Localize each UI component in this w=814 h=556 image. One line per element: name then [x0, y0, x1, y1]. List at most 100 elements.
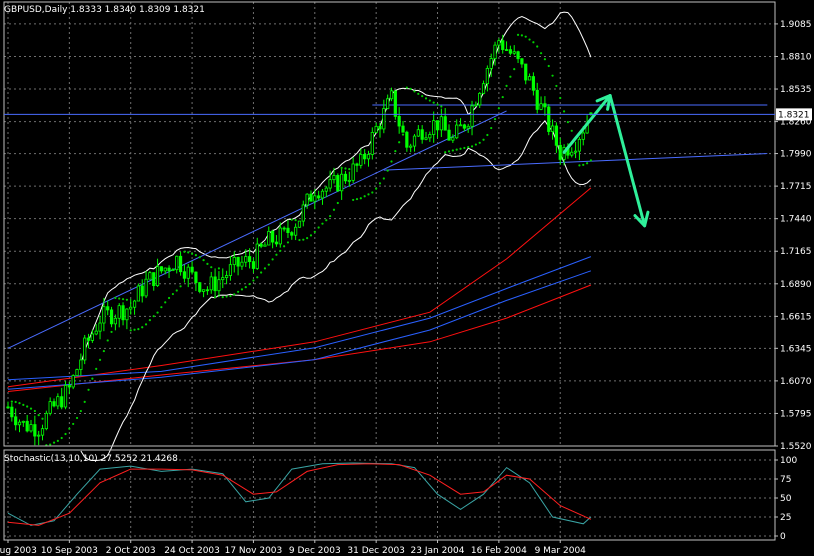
- candle-body: [485, 68, 489, 85]
- candle-body: [489, 58, 493, 69]
- moving-average-0: [7, 187, 592, 388]
- sar-dot: [306, 237, 309, 240]
- candle: [485, 65, 489, 92]
- sar-dot: [202, 259, 205, 262]
- stochastic-grid: [4, 456, 775, 540]
- candle: [374, 122, 378, 134]
- candle-body: [213, 276, 217, 292]
- candle: [163, 267, 167, 275]
- sar-dot: [198, 256, 201, 259]
- candle: [60, 387, 64, 410]
- candle: [83, 334, 87, 365]
- candle: [98, 315, 102, 340]
- sar-dot: [520, 34, 523, 37]
- sar-dot: [217, 267, 221, 270]
- candle-body: [363, 153, 367, 160]
- sar-dot: [432, 101, 435, 104]
- candle: [447, 124, 451, 141]
- candle-body: [278, 227, 282, 245]
- sar-dot: [547, 64, 550, 68]
- sar-dot: [478, 141, 481, 144]
- candle: [94, 324, 98, 336]
- candle: [512, 45, 516, 56]
- candle: [432, 111, 436, 143]
- candle: [420, 125, 424, 144]
- stochastic-title: Stochastic(13,10,10) 27.5252 21.4268: [4, 454, 178, 464]
- y-tick-label: 1.5520: [780, 442, 812, 452]
- sar-dot: [98, 358, 102, 362]
- sar-dot: [424, 97, 428, 100]
- sar-dot: [240, 288, 244, 291]
- sar-dot: [348, 168, 351, 171]
- sar-dot: [137, 327, 140, 331]
- candle: [478, 91, 482, 109]
- candle-body: [378, 125, 382, 130]
- candle-body: [389, 90, 394, 100]
- sar-dot: [87, 388, 90, 391]
- candle: [370, 127, 374, 160]
- candle-body: [190, 266, 194, 273]
- candle: [504, 41, 509, 51]
- candle-body: [271, 230, 275, 243]
- sar-dot: [164, 301, 167, 304]
- sar-dot: [401, 133, 405, 136]
- sar-dot: [421, 95, 424, 98]
- sar-dot: [72, 422, 75, 426]
- candle-body: [144, 278, 148, 297]
- sar-dot: [436, 103, 439, 106]
- candle-body: [140, 285, 144, 297]
- candle-body: [71, 375, 75, 388]
- x-tick-label: 2 Oct 2003: [106, 546, 156, 556]
- sar-dot: [171, 292, 175, 296]
- sar-dot: [129, 329, 132, 332]
- sar-dot: [444, 151, 447, 154]
- candle-body: [439, 116, 443, 131]
- candle-body: [182, 271, 187, 279]
- candle-body: [516, 51, 520, 60]
- sar-dot: [290, 218, 293, 221]
- candle: [520, 58, 524, 68]
- sar-dot: [589, 159, 593, 162]
- candle-body: [393, 90, 397, 117]
- candle-body: [67, 385, 71, 388]
- y-tick-label: 1.6890: [780, 280, 812, 290]
- candle: [409, 143, 413, 153]
- sar-dot: [91, 377, 94, 380]
- sar-dot: [275, 253, 278, 256]
- candle: [412, 134, 417, 152]
- candle: [393, 90, 397, 120]
- candle: [382, 99, 386, 134]
- sar-dot: [18, 402, 21, 405]
- candle: [201, 289, 206, 298]
- candle-body: [232, 256, 236, 266]
- sar-dot: [237, 290, 240, 293]
- sar-dot: [302, 238, 305, 241]
- sar-dot: [156, 311, 159, 314]
- candle: [213, 268, 217, 297]
- y-tick-label: 1.7440: [780, 215, 812, 225]
- candle: [117, 303, 121, 328]
- candle-body: [40, 428, 45, 436]
- sar-dot: [102, 349, 105, 353]
- candle-body: [44, 412, 48, 430]
- candle-body: [366, 154, 371, 160]
- candle: [194, 271, 198, 291]
- candle: [205, 286, 210, 295]
- sar-dot: [152, 315, 155, 318]
- candle-body: [539, 103, 543, 110]
- candle-body: [109, 309, 114, 325]
- candle: [140, 279, 144, 303]
- sar-dot: [470, 145, 474, 148]
- candle-body: [458, 124, 463, 127]
- sar-dot: [352, 198, 355, 202]
- x-tick-label: 31 Dec 2003: [347, 546, 405, 556]
- x-tick-label: 19 Aug 2003: [0, 546, 37, 556]
- candle: [405, 130, 409, 152]
- candle-body: [117, 305, 121, 319]
- sar-dot: [14, 400, 17, 404]
- candle-body: [286, 227, 290, 233]
- sar-dot: [49, 443, 52, 446]
- sar-dot: [325, 219, 328, 222]
- candle-body: [201, 289, 206, 292]
- candle-body: [282, 227, 286, 230]
